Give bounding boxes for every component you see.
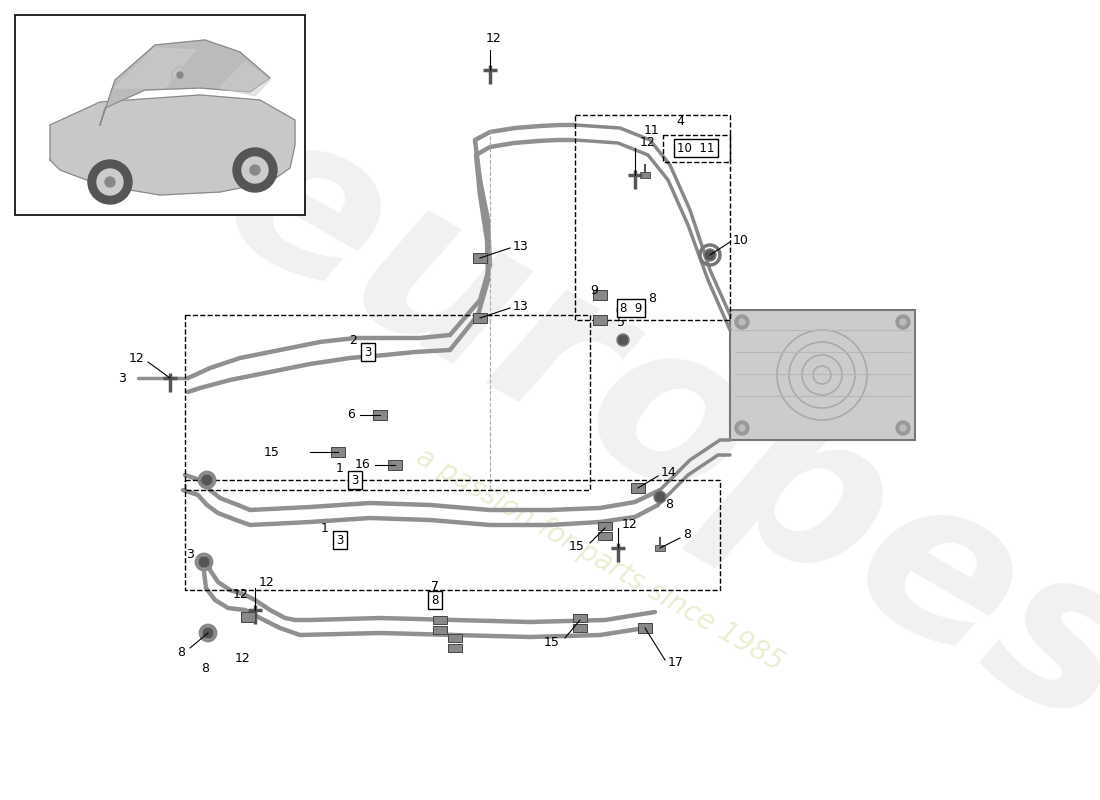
- Circle shape: [233, 148, 277, 192]
- Text: 8: 8: [177, 646, 185, 658]
- Circle shape: [177, 72, 183, 78]
- Bar: [433, 626, 447, 634]
- Bar: [631, 483, 645, 493]
- Text: 12: 12: [258, 577, 275, 590]
- Text: 12: 12: [235, 651, 251, 665]
- Bar: [448, 634, 462, 642]
- Circle shape: [104, 177, 116, 187]
- Bar: [241, 612, 255, 622]
- Text: 12: 12: [486, 32, 502, 45]
- Text: 15: 15: [569, 539, 585, 553]
- Text: 10: 10: [733, 234, 749, 246]
- Text: 8: 8: [648, 291, 656, 305]
- Text: 16: 16: [354, 458, 370, 471]
- Bar: [473, 313, 487, 323]
- Polygon shape: [220, 62, 270, 96]
- Circle shape: [896, 315, 910, 329]
- Text: 2: 2: [349, 334, 358, 346]
- Text: 13: 13: [513, 299, 529, 313]
- Text: 3: 3: [337, 534, 343, 546]
- Bar: [663, 135, 730, 162]
- Bar: [573, 614, 587, 622]
- Bar: [388, 460, 401, 470]
- Bar: [185, 315, 590, 490]
- Circle shape: [900, 425, 906, 431]
- Bar: [448, 644, 462, 652]
- Circle shape: [97, 169, 123, 195]
- Bar: [433, 616, 447, 624]
- Circle shape: [735, 315, 749, 329]
- Bar: [185, 480, 720, 590]
- Bar: [373, 410, 387, 420]
- Circle shape: [739, 425, 745, 431]
- Text: 8  9: 8 9: [619, 302, 642, 314]
- Text: a passion for parts since 1985: a passion for parts since 1985: [411, 443, 789, 677]
- Text: 3: 3: [118, 371, 127, 385]
- Circle shape: [654, 492, 666, 502]
- Circle shape: [199, 557, 209, 567]
- Text: 11: 11: [644, 123, 660, 137]
- Polygon shape: [50, 95, 295, 195]
- Circle shape: [202, 475, 212, 485]
- Circle shape: [618, 305, 628, 315]
- Circle shape: [618, 335, 628, 345]
- Text: 8: 8: [201, 662, 209, 674]
- Text: 3: 3: [364, 346, 372, 358]
- Text: 12: 12: [129, 351, 144, 365]
- Circle shape: [88, 160, 132, 204]
- Circle shape: [204, 628, 213, 638]
- Bar: [598, 532, 612, 540]
- Text: 17: 17: [668, 657, 684, 670]
- Bar: [593, 315, 607, 325]
- Circle shape: [705, 250, 715, 260]
- Text: 5: 5: [617, 317, 625, 330]
- Text: 1: 1: [321, 522, 329, 534]
- Text: 10  11: 10 11: [678, 142, 715, 154]
- Polygon shape: [100, 40, 270, 125]
- Bar: [598, 522, 612, 530]
- Bar: [638, 623, 652, 633]
- Text: 1: 1: [337, 462, 344, 474]
- Text: 8: 8: [683, 529, 691, 542]
- Circle shape: [900, 319, 906, 325]
- Bar: [654, 545, 666, 551]
- Text: 12: 12: [621, 518, 638, 530]
- Bar: [575, 115, 730, 320]
- Bar: [331, 447, 345, 457]
- Circle shape: [739, 319, 745, 325]
- Text: 4: 4: [676, 115, 684, 128]
- Text: 12: 12: [640, 137, 656, 150]
- Text: 15: 15: [544, 635, 560, 649]
- Text: 3: 3: [351, 474, 359, 486]
- Text: 9: 9: [590, 283, 598, 297]
- Bar: [473, 253, 487, 263]
- Text: 3: 3: [186, 547, 194, 561]
- Polygon shape: [116, 48, 195, 88]
- Circle shape: [250, 165, 260, 175]
- Bar: [640, 172, 650, 178]
- Text: 15: 15: [264, 446, 280, 458]
- Circle shape: [242, 157, 268, 183]
- Text: 13: 13: [513, 239, 529, 253]
- Bar: [730, 310, 915, 440]
- Text: 6: 6: [348, 409, 355, 422]
- Text: 8: 8: [666, 498, 673, 511]
- Circle shape: [735, 421, 749, 435]
- Text: 7: 7: [431, 581, 439, 594]
- Bar: [593, 290, 607, 300]
- Circle shape: [896, 421, 910, 435]
- Bar: [573, 624, 587, 632]
- Text: 8: 8: [431, 594, 439, 606]
- Text: 14: 14: [661, 466, 676, 479]
- Text: 12: 12: [232, 589, 248, 602]
- Text: europes: europes: [188, 84, 1100, 776]
- Bar: [15, 15, 305, 215]
